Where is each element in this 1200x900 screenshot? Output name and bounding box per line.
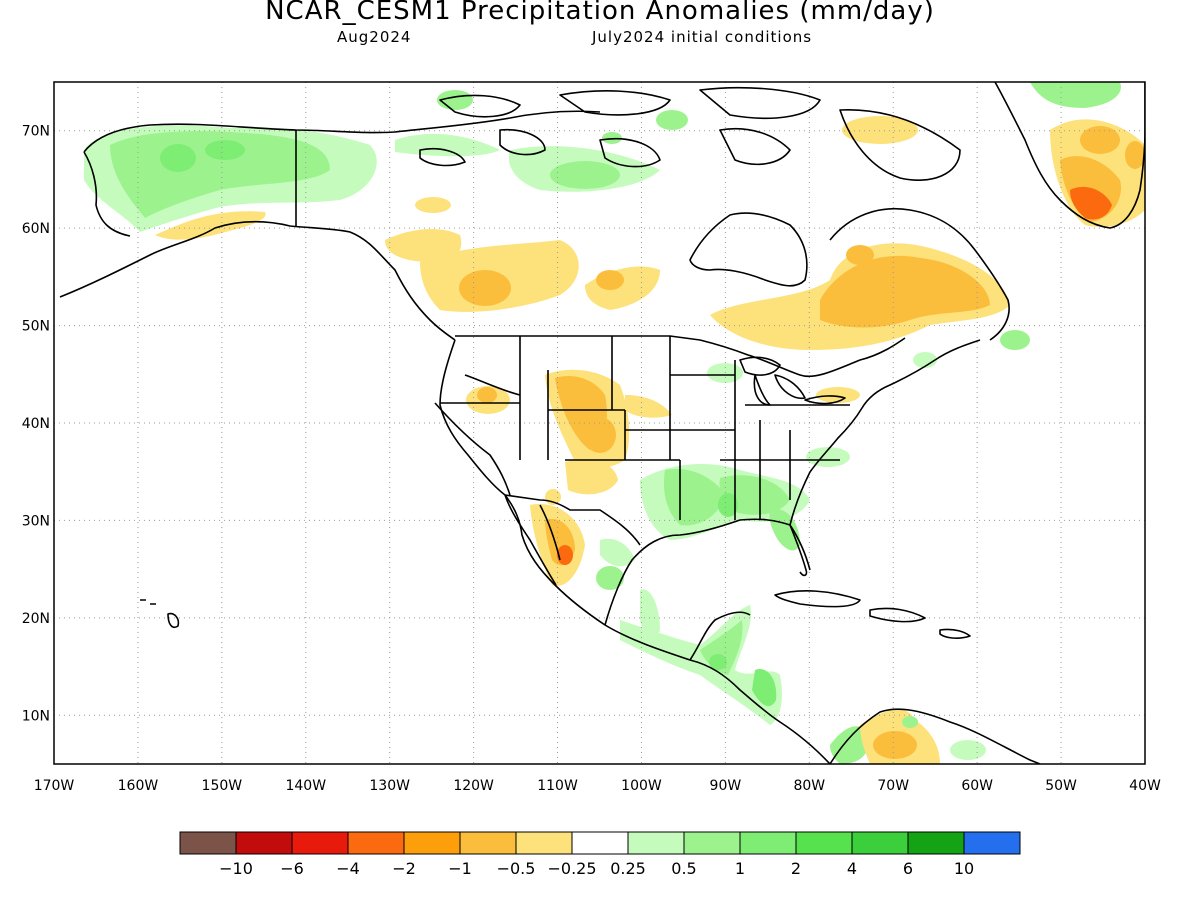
colorbar-label: 0.5: [671, 859, 696, 878]
colorbar-label: −1: [448, 859, 472, 878]
colorbar: [179, 831, 1021, 855]
lon-label: 110W: [537, 778, 578, 794]
lat-label: 70N: [22, 124, 50, 140]
colorbar-swatch: [403, 831, 461, 855]
forecast-month: Aug2024: [337, 28, 412, 46]
lon-label: 60W: [961, 778, 993, 794]
colorbar-label: −0.5: [497, 859, 536, 878]
lon-label: 80W: [793, 778, 825, 794]
colorbar-label: 4: [847, 859, 857, 878]
lon-label: 90W: [710, 778, 742, 794]
lon-label: 160W: [118, 778, 159, 794]
lat-lon-grid: [54, 82, 1145, 764]
lon-label: 120W: [453, 778, 494, 794]
coastlines-and-borders: [59, 82, 1145, 764]
colorbar-swatch: [347, 831, 405, 855]
lon-label: 50W: [1045, 778, 1077, 794]
colorbar-label: −6: [280, 859, 304, 878]
latitude-labels: 70N 60N 50N 40N 30N 20N 10N: [22, 124, 50, 725]
colorbar-swatch: [907, 831, 965, 855]
map-frame: [53, 81, 1146, 765]
lat-label: 60N: [22, 221, 50, 237]
colorbar-swatch: [459, 831, 517, 855]
colorbar-swatch: [627, 831, 685, 855]
colorbar-swatch: [851, 831, 909, 855]
colorbar-swatch: [515, 831, 573, 855]
colorbar-swatch: [963, 831, 1021, 855]
colorbar-swatch: [683, 831, 741, 855]
colorbar-labels: −10 −6 −4 −2 −1 −0.5 −0.25 0.25 0.5 1 2 4 6 10: [219, 859, 974, 878]
lon-label: 170W: [34, 778, 75, 794]
lon-label: 150W: [202, 778, 243, 794]
colorbar-label: 6: [903, 859, 913, 878]
colorbar-label: −10: [219, 859, 253, 878]
initial-conditions: July2024 initial conditions: [592, 28, 813, 46]
longitude-labels: 170W 160W 150W 140W 130W 120W 110W 100W 90W 80W 70…: [34, 778, 1161, 794]
lat-label: 10N: [22, 708, 50, 724]
colorbar-swatch: [291, 831, 349, 855]
map-title: NCAR_CESM1 Precipitation Anomalies (mm/d…: [265, 0, 935, 26]
lon-label: 130W: [369, 778, 410, 794]
colorbar-swatch: [795, 831, 853, 855]
lon-label: 40W: [1129, 778, 1161, 794]
colorbar-swatch: [739, 831, 797, 855]
colorbar-label: −0.25: [547, 859, 596, 878]
lon-label: 100W: [621, 778, 662, 794]
lon-label: 70W: [877, 778, 909, 794]
colorbar-label: −2: [392, 859, 416, 878]
colorbar-label: 10: [954, 859, 974, 878]
colorbar-label: 2: [791, 859, 801, 878]
colorbar-label: 1: [735, 859, 745, 878]
colorbar-label: −4: [336, 859, 360, 878]
colorbar-swatch: [571, 831, 629, 855]
lat-label: 40N: [22, 416, 50, 432]
lat-label: 20N: [22, 611, 50, 627]
colorbar-swatch: [179, 831, 237, 855]
lat-label: 50N: [22, 319, 50, 335]
colorbar-label: 0.25: [610, 859, 646, 878]
lat-label: 30N: [22, 513, 50, 529]
lon-label: 140W: [285, 778, 326, 794]
colorbar-swatch: [235, 831, 293, 855]
